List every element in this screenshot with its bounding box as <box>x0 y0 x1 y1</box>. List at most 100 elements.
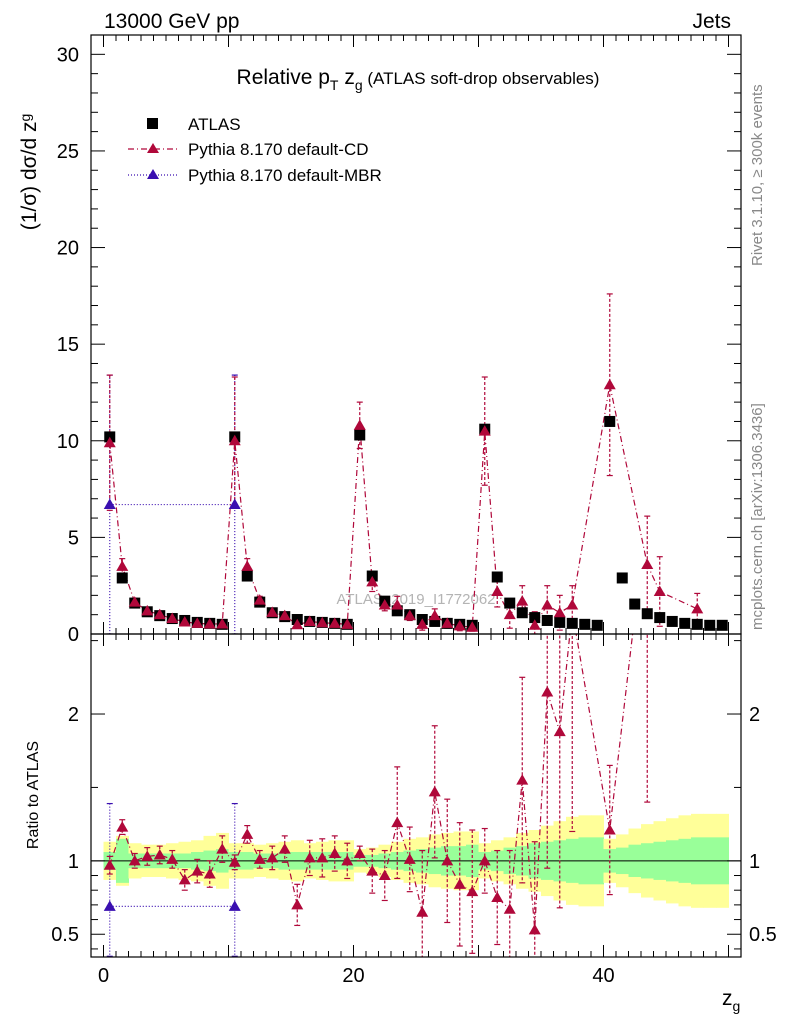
cd-point <box>103 436 116 448</box>
cd-point <box>128 596 141 607</box>
watermark: ATLAS_2019_I1772062 <box>336 591 495 608</box>
x-tick-label: 40 <box>592 965 614 987</box>
ratio-cd-point <box>228 856 241 867</box>
atlas-point <box>579 618 591 630</box>
legend-label-atlas: ATLAS <box>188 115 241 134</box>
cd-point <box>228 434 241 446</box>
cd-point <box>441 617 454 628</box>
legend-marker-atlas <box>147 118 158 129</box>
cd-point <box>341 618 354 629</box>
ratio-mbr-point <box>228 900 241 911</box>
cd-point <box>191 617 204 628</box>
ratio-plot <box>91 502 741 957</box>
ratio-cd-point <box>491 891 504 903</box>
ratio-cd-point <box>403 853 416 864</box>
cd-point <box>528 619 541 630</box>
atlas-point <box>529 612 541 624</box>
ratio-cd-errorbar <box>531 841 538 957</box>
y-tick-label: 5 <box>68 527 79 549</box>
rivet-label: Rivet 3.1.10, ≥ 300k events <box>749 84 766 266</box>
ratio-cd-point <box>528 923 541 935</box>
cd-point <box>266 606 279 617</box>
atlas-point <box>654 612 666 624</box>
cd-point <box>466 621 479 632</box>
ratio-cd-point <box>116 821 129 832</box>
ratio-cd-point <box>353 847 366 858</box>
cd-point <box>141 604 154 616</box>
cd-point <box>303 615 316 626</box>
legend-label-cd: Pythia 8.170 default-CD <box>188 140 369 159</box>
y-tick-label: 15 <box>57 334 79 356</box>
ratio-cd-errorbar <box>569 634 576 833</box>
legend-marker-mbr <box>147 169 159 179</box>
legend-marker-cd <box>147 143 159 153</box>
atlas-point <box>429 615 441 627</box>
cd-point <box>403 609 416 621</box>
ratio-cd-line <box>109 634 634 930</box>
cd-point <box>516 595 529 606</box>
chart-title: Relative pT zg (ATLAS soft-drop observab… <box>237 66 600 93</box>
mbr-point <box>103 498 116 510</box>
atlas-point <box>641 608 653 620</box>
cd-point <box>253 594 266 605</box>
cd-point <box>503 608 516 620</box>
ratio-cd-point <box>103 859 116 870</box>
ratio-cd-point <box>191 865 204 876</box>
ratio-cd-point <box>253 853 266 864</box>
ratio-cd-errorbar <box>206 860 213 888</box>
atlas-point <box>604 415 616 427</box>
y-tick-label: 30 <box>57 44 79 66</box>
cd-point <box>478 425 491 436</box>
y-tick-label: 0 <box>68 624 79 646</box>
ratio-cd-point <box>291 898 304 910</box>
ratio-cd-point <box>641 502 653 513</box>
cd-point <box>116 560 129 571</box>
mcplots-label: mcplots.cern.ch [arXiv:1306.3436] <box>749 403 766 630</box>
atlas-point <box>566 617 578 629</box>
atlas-point <box>516 607 528 619</box>
cd-point <box>428 609 441 621</box>
ratio-cd-point <box>241 828 254 839</box>
atlas-point <box>554 616 566 628</box>
ratio-cd-point <box>203 868 216 879</box>
ratio-cd-point <box>428 785 441 797</box>
header-left: 13000 GeV pp <box>104 10 239 33</box>
cd-point <box>366 575 379 587</box>
cd-point <box>553 606 566 618</box>
cd-errorbar <box>481 376 488 486</box>
cd-point <box>453 619 466 631</box>
ratio-cd-point <box>391 816 404 828</box>
ratio-mbr-errorbar <box>231 802 238 957</box>
ratio-cd-point <box>141 850 154 861</box>
header-right: Jets <box>692 10 731 33</box>
legend-label-mbr: Pythia 8.170 default-MBR <box>188 166 382 185</box>
ratio-cd-point <box>478 854 491 866</box>
ratio-cd-point <box>303 851 316 863</box>
atlas-point <box>691 618 703 630</box>
atlas-point <box>391 605 403 617</box>
ratio-cd-point <box>316 851 329 863</box>
cd-point <box>416 618 429 629</box>
cd-point <box>203 617 216 629</box>
cd-point <box>653 585 666 596</box>
cd-point <box>566 599 579 610</box>
ratio-cd-errorbar <box>319 838 326 878</box>
atlas-point <box>679 617 691 629</box>
atlas-point <box>616 572 628 584</box>
cd-errorbar <box>356 401 363 450</box>
ratio-cd-point <box>541 685 554 697</box>
cd-point <box>328 617 341 628</box>
mbr-point <box>228 498 241 510</box>
ratio-cd-point <box>441 854 454 866</box>
x-tick-label: 20 <box>342 965 364 987</box>
ratio-tick-label-right: 1 <box>749 851 760 873</box>
atlas-point <box>629 598 641 610</box>
x-axis-label: zg <box>722 987 740 1014</box>
ratio-tick-label: 0.5 <box>51 924 79 946</box>
cd-point <box>391 599 404 610</box>
ratio-mbr-errorbar <box>106 802 113 957</box>
ratio-y-axis-label: Ratio to ATLAS <box>25 741 42 849</box>
atlas-point <box>541 614 553 626</box>
ratio-cd-point <box>453 878 466 889</box>
